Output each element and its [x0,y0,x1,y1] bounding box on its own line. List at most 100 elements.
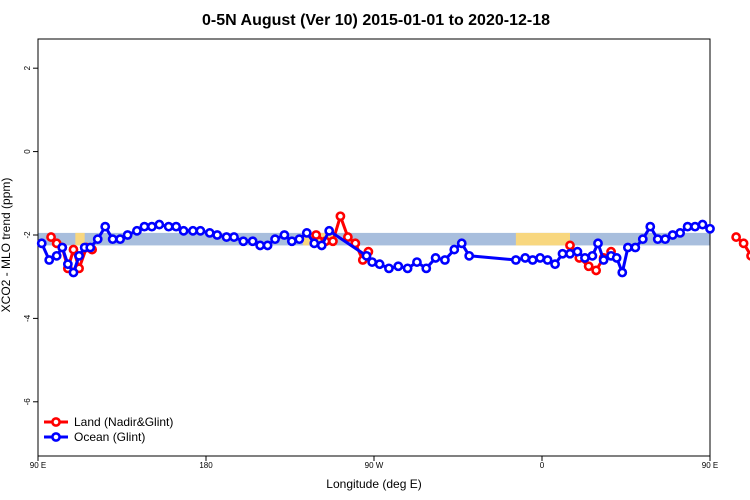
legend-marker [51,432,61,442]
ocean-data-point [617,267,628,278]
ocean-data-point [667,230,678,240]
ocean-data-point [421,263,432,274]
ocean-data-point [85,242,96,253]
ocean-data-point [593,238,603,249]
land-data-point [311,230,322,240]
ocean-data-point [535,253,546,263]
x-tick-label: 90 W [365,461,384,470]
ocean-data-point [122,230,133,240]
ocean-data-point [440,255,450,265]
reference-band-highlight [75,232,85,246]
ocean-data-point [580,253,590,263]
ocean-data-point [36,238,47,249]
ocean-data-point [294,234,305,245]
x-tick-label: 90 E [702,461,718,470]
ocean-data-point [262,240,273,251]
ocean-data-point [557,248,568,259]
ocean-data-point [238,236,249,247]
legend-entry-label: Land (Nadir&Glint) [74,415,173,429]
y-axis-label: XCO2 - MLO trend (ppm) [0,178,13,313]
land-data-point [335,211,346,222]
y-tick-label: 0 [23,149,32,154]
ocean-data-point [57,242,68,253]
ocean-data-point [637,234,648,245]
ocean-data-point [367,257,378,267]
y-tick-label: -2 [23,231,32,239]
legend: Land (Nadir&Glint)Ocean (Glint) [44,415,173,444]
ocean-data-point [92,234,103,245]
ocean-data-point [286,236,297,247]
ocean-data-point [565,248,575,259]
ocean-data-point [139,221,150,232]
ocean-data-point [195,225,206,236]
ocean-data-point [100,221,111,232]
land-data-point [328,236,338,247]
chart-title: 0-5N August (Ver 10) 2015-01-01 to 2020-… [202,12,550,29]
land-data-point [738,238,749,249]
ocean-data-point [44,255,55,265]
ocean-data-point [412,257,422,267]
ocean-data-point [74,250,84,261]
ocean-data-point [62,259,73,270]
ocean-data-point [598,255,609,265]
ocean-data-point [430,253,441,263]
ocean-data-point [255,240,266,251]
ocean-data-point [279,230,290,240]
ocean-data-point [171,221,182,232]
land-data-point [46,232,56,242]
ocean-data-point [68,267,79,278]
ocean-data-point [402,263,413,274]
reference-band-highlight [515,232,570,246]
ocean-data-point [622,242,633,253]
ocean-data-point [204,228,215,238]
land-data-point [565,240,575,251]
ocean-data-point [221,232,232,242]
ocean-data-point [611,253,622,263]
ocean-data-point [229,232,239,242]
ocean-data-point [652,234,663,245]
ocean-data-point [520,253,531,263]
land-data-point [583,261,594,272]
ocean-data-point [572,246,583,257]
y-tick-label: 2 [23,65,32,70]
land-data-point [68,244,79,255]
ocean-data-point [675,228,686,238]
ocean-data-point [510,255,521,265]
land-data-point [746,251,750,261]
land-data-point [342,232,353,242]
ocean-data-point [115,234,126,245]
ocean-data-point [587,250,598,261]
x-tick-label: 90 E [30,461,46,470]
ocean-data-point [374,259,385,270]
ocean-data-point [107,234,118,245]
plot-area: -6 -4 -2 0 2 90 E 180 90 W 0 90 E Land (Nadir&Glin… [23,38,750,470]
ocean-data-point [188,225,198,236]
x-axis-label: Longitude (deg E) [326,477,421,491]
ocean-data-point [393,261,404,272]
ocean-data-point [132,225,142,236]
ocean-data-point [163,221,174,232]
ocean-data-point [270,234,280,245]
ocean-data-point [316,240,327,251]
ocean-data-point [690,221,700,232]
ocean-data-point [384,263,394,274]
ocean-data-point [212,230,223,240]
ocean-data-point [697,219,708,230]
y-tick-label: -4 [23,314,32,322]
ocean-data-point [309,238,320,249]
ocean-data-point [682,221,693,232]
ocean-data-point [301,228,312,238]
ocean-data-point [464,250,475,261]
ocean-data-point [247,236,258,247]
ocean-data-point [705,223,715,234]
ocean-data-point [550,259,560,270]
ocean-data-point [630,242,641,253]
ocean-data-point [324,225,335,236]
legend-entry-label: Ocean (Glint) [74,430,145,444]
ocean-data-point [542,255,553,265]
ocean-data-point [456,238,467,249]
x-tick-label: 180 [199,461,213,470]
ocean-data-point [361,250,372,261]
ocean-data-point [146,221,157,232]
